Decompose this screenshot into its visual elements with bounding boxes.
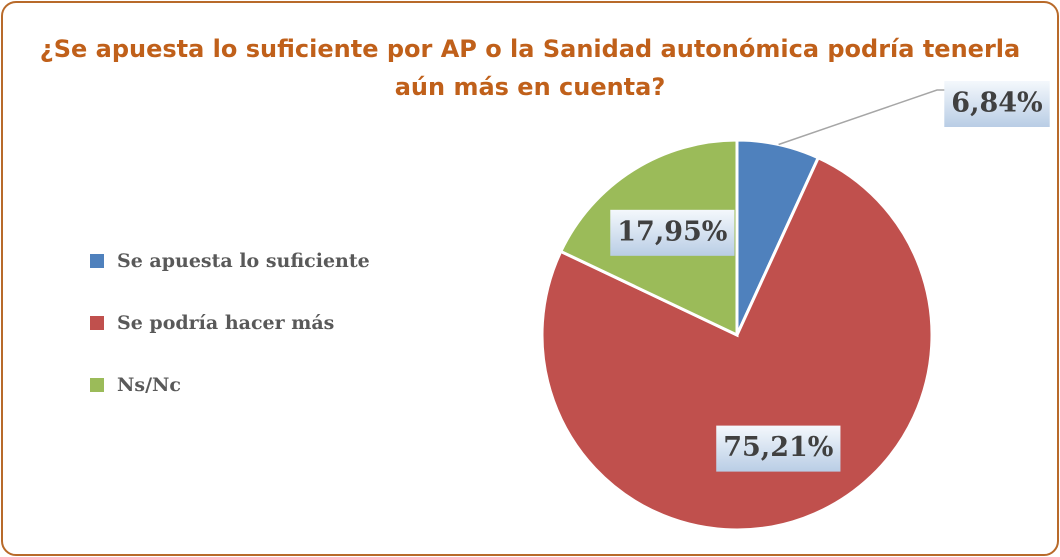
data-label-box	[716, 425, 841, 472]
legend-swatch	[90, 316, 104, 330]
data-label-box	[944, 81, 1050, 127]
data-label: 6,84%	[951, 88, 1042, 119]
leader-line	[778, 89, 945, 146]
chart-title: aún más en cuenta?	[395, 73, 666, 101]
legend-label: Se apuesta lo suficiente	[117, 250, 370, 272]
legend-label: Se podría hacer más	[117, 312, 334, 334]
data-label: 17,95%	[617, 216, 727, 247]
legend-label: Ns/Nc	[117, 374, 181, 396]
data-label-box	[610, 209, 735, 256]
data-label: 75,21%	[723, 432, 833, 463]
legend-swatch	[90, 254, 104, 268]
chart-title: ¿Se apuesta lo suficiente por AP o la Sa…	[40, 35, 1020, 63]
legend-swatch	[90, 378, 104, 392]
